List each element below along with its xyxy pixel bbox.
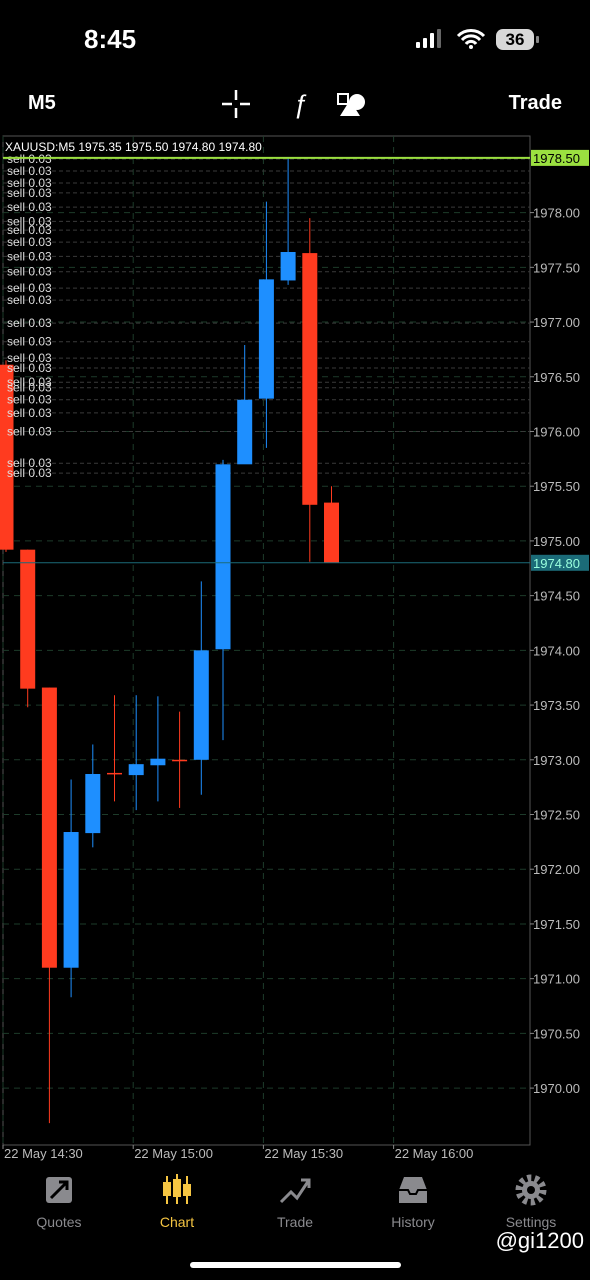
y-tick-label: 1973.50 bbox=[533, 698, 580, 713]
order-label: sell 0.03 bbox=[7, 235, 52, 249]
y-tick-label: 1973.00 bbox=[533, 753, 580, 768]
order-label: sell 0.03 bbox=[7, 223, 52, 237]
candle-body bbox=[20, 549, 36, 689]
price-tag-label: 1974.80 bbox=[533, 556, 580, 571]
y-tick-label: 1970.50 bbox=[533, 1026, 580, 1041]
tab[interactable]: Trade bbox=[236, 1172, 354, 1230]
battery-level: 36 bbox=[506, 30, 525, 49]
order-label: sell 0.03 bbox=[7, 424, 52, 438]
tab-label: Settings bbox=[505, 1214, 557, 1230]
order-label: sell 0.03 bbox=[7, 265, 52, 279]
order-label: sell 0.03 bbox=[7, 152, 52, 166]
tab-icon bbox=[515, 1174, 547, 1206]
home-indicator bbox=[190, 1262, 401, 1268]
y-tick-label: 1976.50 bbox=[533, 370, 580, 385]
chart-header: XAUUSD:M5 1975.35 1975.50 1974.80 1974.8… bbox=[5, 140, 262, 154]
candle-body bbox=[258, 279, 274, 399]
tab-label: Quotes bbox=[36, 1214, 82, 1230]
y-tick-label: 1971.50 bbox=[533, 917, 580, 932]
x-tick-label: 22 May 14:30 bbox=[4, 1146, 83, 1161]
candle-body bbox=[85, 774, 101, 834]
order-label: sell 0.03 bbox=[7, 351, 52, 365]
candle-body bbox=[63, 832, 79, 968]
candle-body bbox=[237, 399, 253, 465]
order-label: sell 0.03 bbox=[7, 214, 52, 228]
tab-label: Trade bbox=[276, 1214, 314, 1230]
candle-body bbox=[172, 759, 188, 762]
x-tick-label: 22 May 15:00 bbox=[134, 1146, 213, 1161]
candle-body bbox=[150, 758, 166, 766]
tab-label: Chart bbox=[159, 1214, 195, 1230]
candle-body bbox=[0, 364, 14, 550]
tab[interactable]: Settings bbox=[472, 1172, 590, 1230]
candle-body bbox=[324, 502, 339, 563]
candle-body bbox=[107, 772, 122, 775]
order-label: sell 0.03 bbox=[7, 176, 52, 190]
y-tick-label: 1975.00 bbox=[533, 534, 580, 549]
order-label: sell 0.03 bbox=[7, 186, 52, 200]
y-tick-label: 1974.00 bbox=[533, 643, 580, 658]
y-tick-label: 1975.50 bbox=[533, 479, 580, 494]
y-tick-label: 1971.00 bbox=[533, 972, 580, 987]
tab-icon bbox=[399, 1177, 427, 1203]
tab-icon bbox=[46, 1177, 72, 1203]
toolbar-icons[interactable]: ƒ bbox=[220, 88, 380, 120]
candle-body bbox=[193, 650, 209, 760]
price-tag bbox=[531, 149, 589, 166]
candle-body bbox=[41, 687, 57, 968]
order-label: sell 0.03 bbox=[7, 249, 52, 263]
order-label: sell 0.03 bbox=[7, 164, 52, 178]
status-time: 8:45 bbox=[84, 24, 137, 54]
tab-label: History bbox=[391, 1214, 435, 1230]
order-label: sell 0.03 bbox=[7, 375, 52, 389]
tab-icon bbox=[163, 1174, 191, 1204]
candle-body bbox=[280, 252, 296, 281]
svg-text:ƒ: ƒ bbox=[293, 89, 307, 119]
y-tick-label: 1972.00 bbox=[533, 862, 580, 877]
order-label: sell 0.03 bbox=[7, 393, 52, 407]
order-label: sell 0.03 bbox=[7, 466, 52, 480]
tab[interactable]: History bbox=[354, 1172, 472, 1230]
order-label: sell 0.03 bbox=[7, 293, 52, 307]
y-tick-label: 1978.00 bbox=[533, 206, 580, 221]
order-label: sell 0.03 bbox=[7, 361, 52, 375]
order-label: sell 0.03 bbox=[7, 381, 52, 395]
x-tick-label: 22 May 15:30 bbox=[264, 1146, 343, 1161]
y-tick-label: 1974.50 bbox=[533, 589, 580, 604]
order-label: sell 0.03 bbox=[7, 456, 52, 470]
watermark: @gi1200 bbox=[495, 1228, 584, 1253]
x-tick-label: 22 May 16:00 bbox=[395, 1146, 474, 1161]
tab-icon bbox=[279, 1178, 311, 1204]
candlestick-chart: 1970.00 1970.50 1971.00 1971.50 1972.00 1972.… bbox=[0, 135, 589, 1161]
candle-body bbox=[128, 764, 144, 776]
order-label: sell 0.03 bbox=[7, 335, 52, 349]
candle-body bbox=[215, 464, 231, 650]
candle-body bbox=[302, 253, 318, 505]
status-icons: 36 bbox=[416, 29, 539, 50]
order-label: sell 0.03 bbox=[7, 200, 52, 214]
y-tick-label: 1976.00 bbox=[533, 424, 580, 439]
order-label: sell 0.03 bbox=[7, 316, 52, 330]
order-label: sell 0.03 bbox=[7, 406, 52, 420]
trade-button[interactable]: Trade bbox=[508, 92, 562, 114]
price-tag bbox=[531, 554, 589, 571]
timeframe-button[interactable]: M5 bbox=[28, 92, 56, 114]
y-tick-label: 1977.00 bbox=[533, 315, 580, 330]
order-label: sell 0.03 bbox=[7, 281, 52, 295]
y-tick-label: 1977.50 bbox=[533, 260, 580, 275]
y-tick-label: 1970.00 bbox=[533, 1081, 580, 1096]
tab[interactable]: Chart bbox=[118, 1172, 236, 1230]
price-tag-label: 1978.50 bbox=[533, 151, 580, 166]
tab[interactable]: Quotes bbox=[0, 1172, 118, 1230]
y-tick-label: 1972.50 bbox=[533, 808, 580, 823]
